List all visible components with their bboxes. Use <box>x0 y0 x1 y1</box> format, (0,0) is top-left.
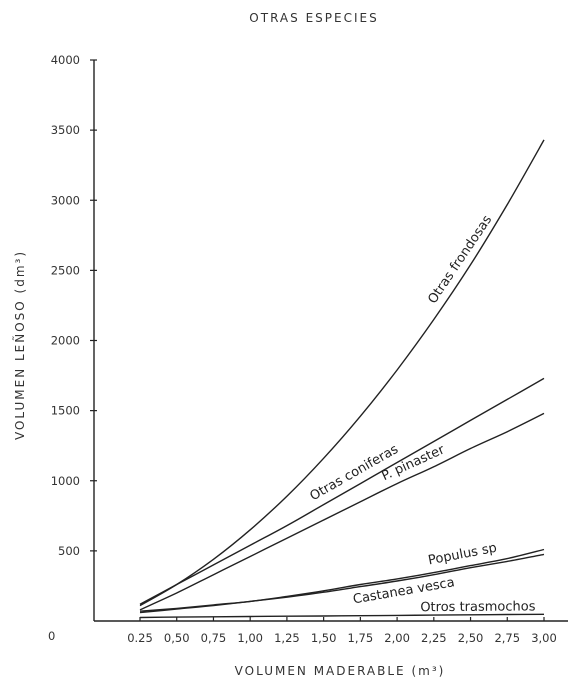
y-tick-label: 500 <box>58 544 80 558</box>
y-tick-label: 3000 <box>51 193 80 207</box>
series-line-castanea-vesca <box>139 553 545 614</box>
y-tick-label: 3500 <box>51 123 80 137</box>
series-line-otras-frondosas <box>139 139 545 607</box>
y-tick-label: 0 <box>48 629 55 643</box>
series-line-otros-trasmochos <box>139 613 545 619</box>
series-label: Otras frondosas <box>425 213 495 307</box>
y-tick-label: 4000 <box>51 53 80 67</box>
x-tick-label: 3,00 <box>531 631 557 645</box>
x-tick-label: 0,75 <box>201 631 227 645</box>
series-line-otras-coniferas <box>139 377 545 605</box>
x-tick-label: 0.25 <box>127 631 153 645</box>
chart-title: OTRAS ESPECIES <box>249 11 378 25</box>
x-tick-label: 2,75 <box>494 631 520 645</box>
series-line-p-pinaster <box>139 412 545 611</box>
x-tick-label: 1,75 <box>348 631 374 645</box>
y-tick-label: 2500 <box>51 263 80 277</box>
x-tick-label: 0,50 <box>164 631 190 645</box>
x-tick-label: 2,50 <box>458 631 484 645</box>
x-axis-label: VOLUMEN MADERABLE (m³) <box>235 664 446 678</box>
x-tick-label: 1,50 <box>311 631 337 645</box>
x-tick-label: 2,00 <box>384 631 410 645</box>
x-tick-label: 2,25 <box>421 631 447 645</box>
x-tick-label: 1,25 <box>274 631 300 645</box>
x-tick-label: 1,00 <box>237 631 263 645</box>
y-tick-label: 1000 <box>51 474 80 488</box>
y-tick-label: 1500 <box>51 404 80 418</box>
y-tick-label: 2000 <box>51 334 80 348</box>
series-label: Otros trasmochos <box>420 599 535 615</box>
y-axis-label: VOLUMEN LEÑOSO (dm³) <box>12 250 27 440</box>
series-line-populus-sp <box>139 548 545 612</box>
